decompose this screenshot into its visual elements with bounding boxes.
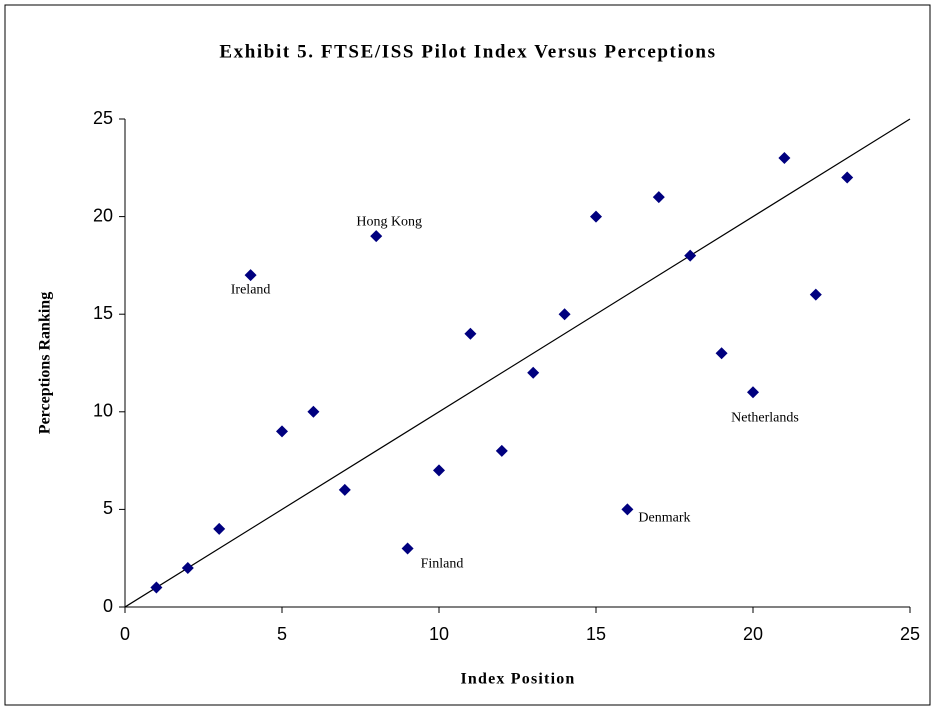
point (590, 210, 602, 223)
point (527, 366, 540, 379)
point (307, 405, 320, 418)
point (558, 308, 571, 321)
point (747, 386, 759, 399)
annotation: Finland (421, 557, 464, 572)
point (652, 191, 665, 204)
y-tick-label: 0 (103, 596, 113, 616)
y-tick-label: 15 (93, 303, 113, 323)
point (181, 561, 194, 574)
chart-frame (4, 4, 931, 706)
x-axis-label: Index Position (460, 671, 575, 688)
point (778, 152, 791, 165)
point (495, 444, 508, 457)
point (433, 464, 445, 477)
x-tick-label: 15 (586, 624, 606, 644)
x-tick-label: 10 (429, 624, 449, 644)
point (621, 503, 634, 516)
annotation: Ireland (231, 282, 271, 297)
y-tick-label: 10 (93, 401, 113, 421)
y-tick-label: 5 (103, 498, 113, 518)
annotation: Netherlands (731, 410, 799, 425)
y-tick-label: 25 (93, 108, 113, 128)
point (809, 288, 822, 301)
x-tick-label: 25 (900, 624, 920, 644)
reference-line (124, 118, 911, 608)
x-tick-label: 5 (277, 624, 287, 644)
point (401, 542, 414, 555)
point (715, 347, 728, 360)
point (150, 581, 163, 594)
x-tick-label: 0 (120, 624, 130, 644)
annotation: Hong Kong (356, 214, 422, 229)
point (464, 327, 477, 340)
y-tick-label: 20 (93, 205, 113, 225)
point (338, 483, 351, 496)
point (684, 249, 697, 262)
chart-title: Exhibit 5. FTSE/ISS Pilot Index Versus P… (219, 41, 716, 62)
point (244, 269, 257, 282)
point (841, 171, 854, 184)
annotation: Denmark (638, 511, 690, 526)
point (213, 522, 226, 535)
point (276, 425, 288, 438)
point (370, 230, 383, 243)
y-axis-label: Perceptions Ranking (37, 292, 54, 434)
x-tick-label: 20 (743, 624, 763, 644)
